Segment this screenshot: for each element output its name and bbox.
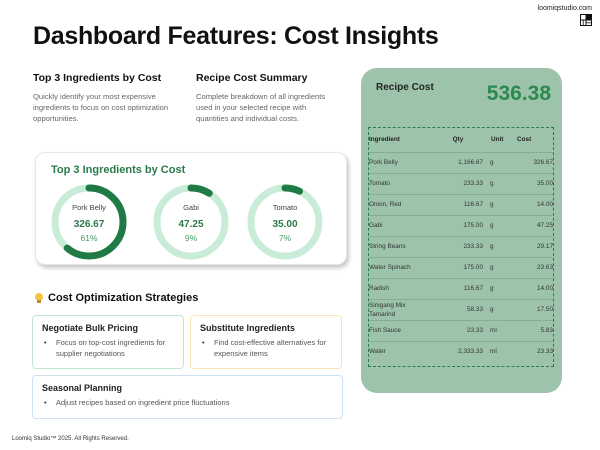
recipe-cost-panel: Recipe Cost 536.38 Ingredient Qty Unit C… [361, 68, 562, 393]
donut-ring-icon [51, 184, 127, 260]
cell-unit: g [483, 193, 513, 215]
cell-cost: 35.00 [513, 172, 553, 194]
brand-url[interactable]: loomiqstudio.com [537, 5, 592, 12]
cell-ingredient: Sinigang Mix Tamarind [369, 298, 433, 320]
cell-ingredient: Fish Sauce [369, 319, 433, 341]
column-header-qty: Qty [452, 136, 464, 144]
cell-ingredient: Tomato [369, 172, 433, 194]
summary-heading: Recipe Cost Summary [196, 72, 308, 84]
cell-ingredient: Water Spinach [369, 256, 433, 278]
cell-ingredient: String Beans [369, 235, 433, 257]
cell-qty: 1,166.67 [433, 151, 483, 173]
strategies-heading: Cost Optimization Strategies [35, 292, 198, 304]
cell-qty: 23.33 [433, 319, 483, 341]
cell-cost: 14.00 [513, 193, 553, 215]
table-row: Gabi 175.00 g 47.25 [369, 214, 553, 236]
brand: loomiqstudio.com [538, 5, 592, 31]
cell-qty: 116.67 [433, 277, 483, 299]
table-row: Pork Belly 1,166.67 g 326.67 [369, 151, 553, 173]
cell-unit: g [483, 277, 513, 299]
donut-chart-tomato: Tomato 35.00 7% [246, 183, 324, 261]
table-row: Tomato 233.33 g 35.00 [369, 172, 553, 194]
table-row: Radish 116.67 g 14.00 [369, 277, 553, 299]
table-header-row: Ingredient Qty Unit Cost [369, 128, 553, 152]
column-header-cost: Cost [517, 136, 532, 144]
top3-card-title: Top 3 Ingredients by Cost [51, 164, 186, 176]
donut-percent: 9% [184, 233, 198, 243]
cell-qty: 58.33 [433, 298, 483, 320]
cell-unit: g [483, 214, 513, 236]
recipe-cost-table: Ingredient Qty Unit Cost Pork Belly 1,16… [369, 128, 553, 362]
table-row: Sinigang Mix Tamarind 58.33 g 17.50 [369, 298, 553, 320]
cell-unit: g [483, 298, 513, 320]
page-title: Dashboard Features: Cost Insights [33, 22, 439, 50]
cell-cost: 23.63 [513, 256, 553, 278]
cell-cost: 5.83 [513, 319, 553, 341]
cell-cost: 29.17 [513, 235, 553, 257]
cell-unit: g [483, 172, 513, 194]
cell-ingredient: Pork Belly [369, 151, 433, 173]
cell-qty: 233.33 [433, 235, 483, 257]
cell-ingredient: Water [369, 340, 433, 362]
donut-percent: 7% [278, 233, 292, 243]
cell-ingredient: Onion, Red [369, 193, 433, 215]
strategy-bullet: Find cost-effective alternatives for exp… [200, 337, 332, 359]
recipe-cost-total: 536.38 [486, 82, 551, 105]
donut-value: 326.67 [73, 219, 105, 230]
table-row: Fish Sauce 23.33 ml 5.83 [369, 319, 553, 341]
cell-qty: 175.00 [433, 214, 483, 236]
cell-unit: g [483, 235, 513, 257]
donut-chart-pork-belly: Pork Belly 326.67 61% [50, 183, 128, 261]
donut-chart-gabi: Gabi 47.25 9% [152, 183, 230, 261]
cell-cost: 47.25 [513, 214, 553, 236]
donut-label: Tomato [272, 203, 298, 212]
cell-unit: g [483, 256, 513, 278]
recipe-cost-table-container: Ingredient Qty Unit Cost Pork Belly 1,16… [368, 127, 554, 367]
donut-ring-icon [247, 184, 323, 260]
summary-description: Complete breakdown of all ingredients us… [196, 92, 326, 123]
top3-heading: Top 3 Ingredients by Cost [33, 72, 162, 84]
cell-ingredient: Gabi [369, 214, 433, 236]
cell-cost: 17.50 [513, 298, 553, 320]
grid-logo-icon [580, 14, 592, 26]
cell-cost: 326.67 [513, 151, 553, 173]
donut-label: Gabi [183, 203, 199, 212]
cell-qty: 175.00 [433, 256, 483, 278]
donut-label: Pork Belly [72, 203, 106, 212]
lightbulb-icon [35, 292, 43, 304]
table-row: Water 2,333.33 ml 23.33 [369, 340, 553, 362]
cell-ingredient: Radish [369, 277, 433, 299]
strategy-card-title: Substitute Ingredients [200, 323, 296, 333]
cell-qty: 2,333.33 [433, 340, 483, 362]
recipe-cost-label: Recipe Cost [376, 82, 434, 93]
cell-cost: 23.33 [513, 340, 553, 362]
table-row: Water Spinach 175.00 g 23.63 [369, 256, 553, 278]
strategy-bullet: Focus on top-cost ingredients for suppli… [42, 337, 174, 359]
footer-copyright: Loomiq Studio™ 2025. All Rights Reserved… [12, 436, 129, 442]
donut-percent: 61% [80, 233, 98, 243]
top3-description: Quickly identify your most expensive ing… [33, 92, 169, 123]
cell-unit: g [483, 151, 513, 173]
cell-unit: ml [483, 319, 513, 341]
top3-card: Top 3 Ingredients by Cost Pork Belly 326… [35, 152, 347, 265]
column-header-ingredient: Ingredient [369, 136, 400, 144]
strategy-card-substitute: Substitute Ingredients Find cost-effecti… [190, 315, 342, 369]
cell-unit: ml [483, 340, 513, 362]
cell-qty: 116.67 [433, 193, 483, 215]
strategy-card-bulk-pricing: Negotiate Bulk Pricing Focus on top-cost… [32, 315, 184, 369]
table-row: String Beans 233.33 g 29.17 [369, 235, 553, 257]
donut-value: 35.00 [272, 219, 298, 230]
strategy-card-title: Seasonal Planning [42, 383, 123, 393]
table-row: Onion, Red 116.67 g 14.00 [369, 193, 553, 215]
strategies-title: Cost Optimization Strategies [48, 292, 199, 304]
cell-cost: 14.00 [513, 277, 553, 299]
strategy-card-title: Negotiate Bulk Pricing [42, 323, 139, 333]
donut-value: 47.25 [178, 219, 204, 230]
donut-ring-icon [153, 184, 229, 260]
strategy-bullet: Adjust recipes based on ingredient price… [42, 397, 333, 408]
column-header-unit: Unit [491, 136, 504, 144]
cell-qty: 233.33 [433, 172, 483, 194]
strategy-card-seasonal: Seasonal Planning Adjust recipes based o… [32, 375, 343, 419]
